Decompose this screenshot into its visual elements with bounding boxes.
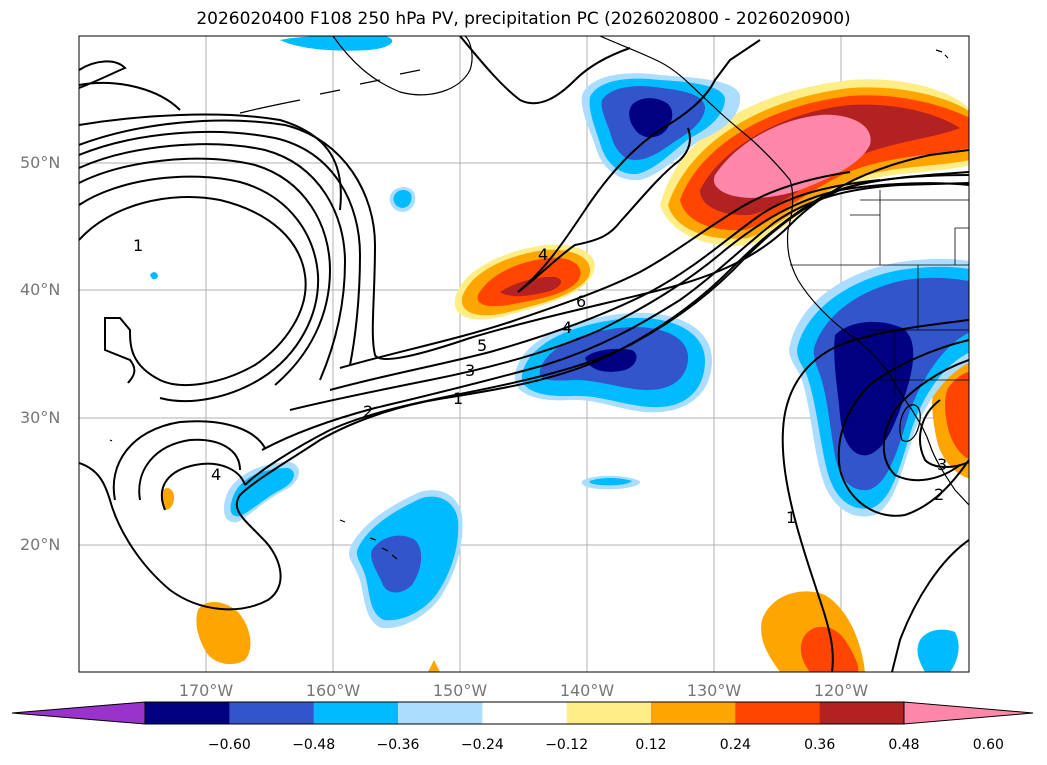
colorbar-extension-high xyxy=(904,702,1033,724)
pv-contour-1-main xyxy=(79,174,969,611)
pv-contour-1-west xyxy=(79,196,307,386)
negative-precip-anomaly-subtropical xyxy=(514,312,712,413)
political-borders xyxy=(790,190,969,395)
contour-label: 3 xyxy=(465,361,475,380)
map-frame xyxy=(78,35,970,673)
contour-label: 6 xyxy=(576,292,586,311)
lat-label: 30°N xyxy=(20,408,61,427)
map-title: 2026020400 F108 250 hPa PV, precipitatio… xyxy=(196,9,851,29)
contour-label: 5 xyxy=(477,336,487,355)
lon-label: 160°W xyxy=(305,681,361,700)
pv-contour-trough xyxy=(517,39,761,293)
contour-label: 1 xyxy=(453,389,463,408)
pv-contour-5-main xyxy=(329,179,881,391)
contour-labels: 1 2 3 4 5 6 1 4 1 2 3 4 xyxy=(133,236,947,527)
contour-label: 4 xyxy=(211,465,221,484)
pv-contour-4-west xyxy=(79,143,347,381)
pv-contour-2-west xyxy=(79,175,320,403)
pv-contour-2 xyxy=(79,119,969,360)
positive-precip-anomaly-baja xyxy=(932,359,969,479)
colorbar-tick-label: 0.48 xyxy=(888,737,920,753)
pv-contour-nw xyxy=(79,60,127,89)
pv-contour-5-west xyxy=(79,130,362,366)
coastlines xyxy=(109,36,969,560)
colorbar-tick-label: −0.48 xyxy=(292,737,336,753)
contour-label: 4 xyxy=(562,318,572,337)
lon-label: 120°W xyxy=(813,681,869,700)
lon-label: 130°W xyxy=(686,681,742,700)
negative-precip-anomaly-small xyxy=(150,36,959,672)
colorbar-outline xyxy=(144,701,905,725)
pv-contour-3-west xyxy=(79,157,332,386)
positive-precip-anomaly-tropics xyxy=(161,488,440,672)
pv-contour-trough-inner xyxy=(517,127,691,293)
lon-label: 170°W xyxy=(178,681,234,700)
contour-label: 2 xyxy=(934,485,944,504)
colorbar-segment xyxy=(398,702,483,724)
map-area: 1 2 3 4 5 6 1 4 1 2 3 4 xyxy=(79,36,969,672)
colorbar xyxy=(11,701,1034,725)
pv-contour-4-ridge xyxy=(919,399,969,468)
colorbar-segments xyxy=(12,702,1033,724)
colorbar-segment xyxy=(313,702,399,724)
contour-label: 3 xyxy=(937,455,947,474)
colorbar-segment xyxy=(229,702,315,724)
colorbar-segment xyxy=(482,702,568,724)
pv-contour-6-main xyxy=(339,171,851,369)
positive-precip-anomaly-midpacific xyxy=(454,244,595,320)
colorbar-tick-label: 0.36 xyxy=(804,737,836,753)
pv-contours xyxy=(79,36,969,672)
colorbar-tick-label: −0.36 xyxy=(376,737,420,753)
pv-contour-3-ridge xyxy=(882,359,969,482)
positive-precip-anomaly-northwest-coast xyxy=(660,79,969,246)
colorbar-segment xyxy=(566,702,652,724)
positive-precip-anomaly-southeast xyxy=(761,591,865,672)
pv-contour-4-main xyxy=(112,182,969,501)
negative-precip-anomaly-hawaii xyxy=(349,490,463,629)
lon-label: 140°W xyxy=(559,681,615,700)
colorbar-extension-low xyxy=(12,702,145,724)
pv-contour-3-main xyxy=(138,182,969,501)
colorbar-segment xyxy=(819,702,905,724)
pv-contour-alaska xyxy=(459,36,631,105)
contour-label: 2 xyxy=(363,402,373,421)
colorbar-tick-label: 0.24 xyxy=(719,737,751,753)
colorbar-tick-label: 0.12 xyxy=(635,737,667,753)
lat-label: 50°N xyxy=(20,153,61,172)
contour-label: 4 xyxy=(538,245,548,264)
colorbar-segment xyxy=(651,702,736,724)
contour-label: 1 xyxy=(786,508,796,527)
pv-contour-1-se xyxy=(891,539,969,672)
colorbar-tick-label: −0.12 xyxy=(545,737,589,753)
lon-label: 150°W xyxy=(432,681,488,700)
colorbar-segment xyxy=(145,702,230,724)
colorbar-tick-label: −0.24 xyxy=(460,737,504,753)
colorbar-segment xyxy=(735,702,821,724)
lat-label: 20°N xyxy=(20,535,61,554)
contour-label: 1 xyxy=(133,236,143,255)
pv-contour-2-ridge xyxy=(837,339,969,517)
pv-contour-1-ridge xyxy=(781,319,969,672)
colorbar-tick-label: 0.60 xyxy=(972,737,1004,753)
lat-label: 40°N xyxy=(20,280,61,299)
colorbar-tick-label: −0.60 xyxy=(207,737,251,753)
map-panel: 1 2 3 4 5 6 1 4 1 2 3 4 xyxy=(78,35,970,673)
